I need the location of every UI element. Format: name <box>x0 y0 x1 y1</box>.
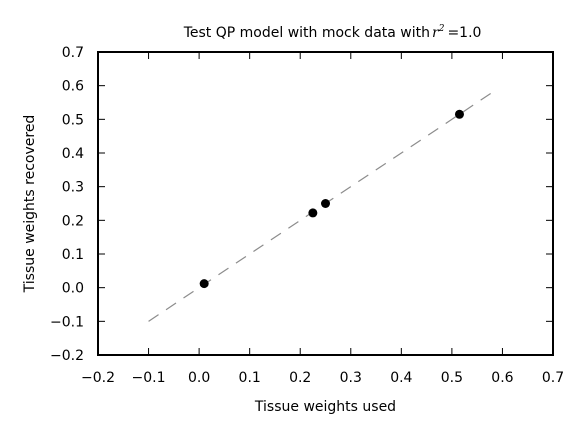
title-math-symbol: r <box>432 25 440 41</box>
chart-title-math: r2 =1.0 <box>432 24 481 41</box>
x-tick-label: 0.2 <box>289 370 311 386</box>
y-tick-label: 0.0 <box>62 281 84 297</box>
chart-title: Test QP model with mock data with r2 =1.0 <box>183 24 482 41</box>
data-point <box>321 199 330 208</box>
x-tick-label: 0.0 <box>188 370 210 386</box>
x-axis-label: Tissue weights used <box>254 399 396 415</box>
x-tick-label: 0.1 <box>239 370 261 386</box>
chart-title-text: Test QP model with mock data with <box>183 25 430 41</box>
title-math-equals: = <box>447 25 459 41</box>
data-point <box>308 208 318 218</box>
data-point <box>454 109 464 119</box>
data-points-layer <box>199 109 464 289</box>
y-tick-label: −0.2 <box>50 348 84 364</box>
y-tick-label: 0.3 <box>62 180 84 196</box>
data-point <box>199 279 209 289</box>
y-tick-label: −0.1 <box>50 314 84 330</box>
y-tick-label: 0.4 <box>62 146 84 162</box>
x-tick-label: 0.7 <box>542 370 564 386</box>
y-tick-label: 0.2 <box>62 213 84 229</box>
plot-frame <box>97 51 554 356</box>
reference-line-layer <box>148 91 493 322</box>
x-tick-label: −0.1 <box>132 370 166 386</box>
x-tick-label: 0.3 <box>340 370 362 386</box>
y-tick-label: 0.1 <box>62 247 84 263</box>
reference-line <box>148 91 493 322</box>
y-tick-label: 0.7 <box>62 45 84 61</box>
axis-ticks-layer: −0.2 −0.1 0.0 0.1 0.2 0.3 0.4 0.5 0.6 0.7 −0.2 −0.1… <box>50 45 564 386</box>
title-math-value: 1.0 <box>459 25 481 41</box>
x-tick-label: −0.2 <box>81 370 115 386</box>
x-tick-label: 0.4 <box>390 370 412 386</box>
x-tick-label: 0.6 <box>491 370 513 386</box>
y-axis-label: Tissue weights recovered <box>22 115 38 294</box>
y-tick-label: 0.5 <box>62 112 84 128</box>
y-tick-label: 0.6 <box>62 79 84 95</box>
title-math-superscript: 2 <box>438 24 445 34</box>
x-tick-label: 0.5 <box>441 370 463 386</box>
